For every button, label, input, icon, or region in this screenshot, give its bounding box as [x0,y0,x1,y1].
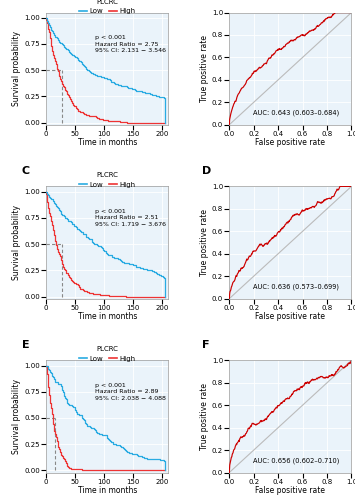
Text: F: F [202,340,210,350]
Y-axis label: True positive rate: True positive rate [200,209,209,276]
Text: p < 0.001
Hazard Ratio = 2.89
95% CI: 2.038 − 4.088: p < 0.001 Hazard Ratio = 2.89 95% CI: 2.… [95,382,166,401]
Text: p < 0.001
Hazard Ratio = 2.51
95% CI: 1.719 − 3.676: p < 0.001 Hazard Ratio = 2.51 95% CI: 1.… [95,209,166,227]
Y-axis label: Survival probability: Survival probability [12,379,21,454]
X-axis label: Time in months: Time in months [77,486,137,495]
Legend: Low, High: Low, High [76,0,138,17]
Text: C: C [22,166,30,176]
Text: A: A [22,0,30,2]
X-axis label: False positive rate: False positive rate [255,312,326,321]
Text: AUC: 0.643 (0.603–0.684): AUC: 0.643 (0.603–0.684) [253,109,340,116]
Y-axis label: Survival probability: Survival probability [12,205,21,280]
Y-axis label: True positive rate: True positive rate [200,35,209,102]
Text: AUC: 0.656 (0.602–0.710): AUC: 0.656 (0.602–0.710) [253,457,340,464]
Text: p < 0.001
Hazard Ratio = 2.75
95% CI: 2.131 − 3.546: p < 0.001 Hazard Ratio = 2.75 95% CI: 2.… [95,35,166,53]
X-axis label: False positive rate: False positive rate [255,138,326,147]
Y-axis label: Survival probability: Survival probability [12,31,21,106]
Y-axis label: True positive rate: True positive rate [200,383,209,450]
X-axis label: Time in months: Time in months [77,312,137,321]
X-axis label: Time in months: Time in months [77,138,137,147]
Text: D: D [202,166,212,176]
Text: B: B [202,0,211,2]
Text: E: E [22,340,29,350]
Legend: Low, High: Low, High [76,170,138,190]
Legend: Low, High: Low, High [76,344,138,364]
Text: AUC: 0.636 (0.573–0.699): AUC: 0.636 (0.573–0.699) [253,283,339,290]
X-axis label: False positive rate: False positive rate [255,486,326,495]
